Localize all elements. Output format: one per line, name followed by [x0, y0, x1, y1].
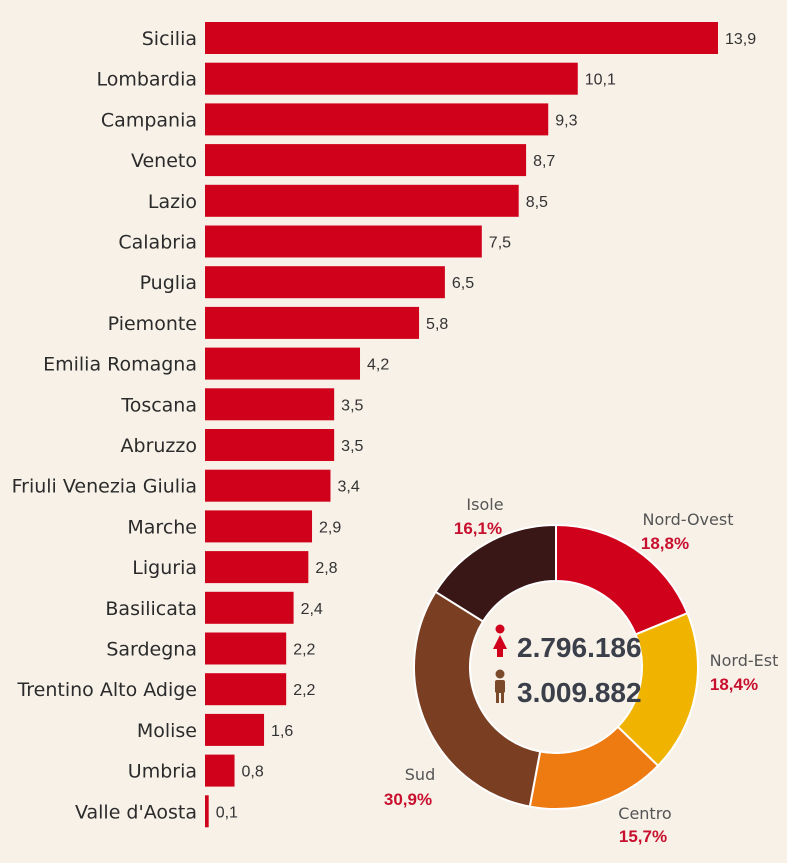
female-count: 2.796.186 — [517, 632, 642, 663]
slice-percent-label: 18,4% — [710, 675, 758, 694]
bar — [205, 632, 287, 665]
category-label: Emilia Romagna — [43, 354, 197, 376]
bar-value-label: 1,6 — [271, 723, 293, 740]
category-label: Valle d'Aosta — [75, 801, 197, 823]
male-person-icon — [495, 669, 505, 703]
category-label: Molise — [137, 720, 197, 742]
category-label: Puglia — [140, 272, 197, 294]
bar — [205, 266, 445, 299]
bar-value-label: 3,5 — [341, 397, 363, 414]
category-label: Sardegna — [106, 639, 197, 661]
bar — [205, 306, 420, 339]
category-label: Sicilia — [142, 28, 197, 50]
category-label: Basilicata — [105, 598, 197, 620]
category-label: Lombardia — [96, 69, 197, 91]
bar-value-label: 2,4 — [301, 601, 323, 618]
bar-value-label: 3,4 — [337, 479, 359, 496]
category-label: Umbria — [128, 761, 197, 783]
category-label: Calabria — [118, 232, 197, 254]
bar — [205, 713, 265, 746]
bar-value-label: 2,2 — [293, 682, 315, 699]
slice-percent-label: 18,8% — [641, 534, 689, 553]
slice-percent-label: 30,9% — [384, 790, 432, 809]
bar-value-label: 3,5 — [341, 438, 363, 455]
category-label: Toscana — [120, 394, 197, 416]
bar-value-label: 4,2 — [367, 357, 389, 374]
bar-value-label: 8,7 — [533, 153, 555, 170]
slice-percent-label: 16,1% — [454, 519, 502, 538]
bar — [205, 795, 209, 828]
bar-value-label: 13,9 — [725, 31, 756, 48]
bar — [205, 469, 331, 502]
donut-slice — [434, 523, 557, 623]
category-label: Campania — [101, 109, 197, 131]
donut-slice — [413, 590, 542, 808]
category-label: Marche — [127, 516, 197, 538]
bar-value-label: 0,1 — [216, 804, 238, 821]
category-label: Friuli Venezia Giulia — [12, 476, 197, 498]
bar — [205, 144, 527, 177]
bar — [205, 591, 294, 624]
bar — [205, 22, 718, 54]
category-label: Trentino Alto Adige — [16, 679, 197, 701]
donut-slices — [413, 523, 699, 810]
bar-value-label: 6,5 — [452, 275, 474, 292]
bar — [205, 225, 482, 258]
category-label: Piemonte — [108, 313, 197, 335]
slice-name-label: Isole — [466, 495, 503, 514]
slice-percent-label: 15,7% — [619, 827, 667, 846]
bar — [205, 388, 335, 421]
center-totals: 2.796.186 3.009.882 — [493, 624, 642, 708]
bar-value-label: 2,9 — [319, 519, 341, 536]
bar-value-label: 5,8 — [426, 316, 448, 333]
slice-name-label: Sud — [405, 765, 435, 784]
bar-value-label: 2,8 — [315, 560, 337, 577]
category-label: Veneto — [131, 150, 197, 172]
bar — [205, 184, 519, 217]
bar-value-label: 0,8 — [242, 764, 264, 781]
bar — [205, 673, 287, 706]
male-count: 3.009.882 — [517, 677, 642, 708]
bar — [205, 103, 549, 136]
category-label: Abruzzo — [121, 435, 197, 457]
bar — [205, 347, 361, 380]
bar-value-label: 9,3 — [555, 112, 577, 129]
bar — [205, 429, 335, 461]
bar-value-label: 2,2 — [293, 642, 315, 659]
bar — [205, 510, 313, 543]
bar — [205, 62, 578, 95]
female-person-icon — [493, 624, 507, 657]
slice-name-label: Centro — [618, 804, 671, 823]
donut-labels: Nord-Ovest 18,8% Nord-Est 18,4% Centro 15,7% S… — [384, 495, 778, 846]
bar-value-label: 10,1 — [585, 72, 616, 89]
slice-name-label: Nord-Est — [710, 651, 779, 670]
slice-name-label: Nord-Ovest — [643, 510, 734, 529]
category-label: Lazio — [148, 191, 197, 213]
bar — [205, 754, 235, 787]
bar-value-label: 7,5 — [489, 235, 511, 252]
category-label: Liguria — [132, 557, 197, 579]
bar-value-label: 8,5 — [526, 194, 548, 211]
bar — [205, 551, 309, 584]
